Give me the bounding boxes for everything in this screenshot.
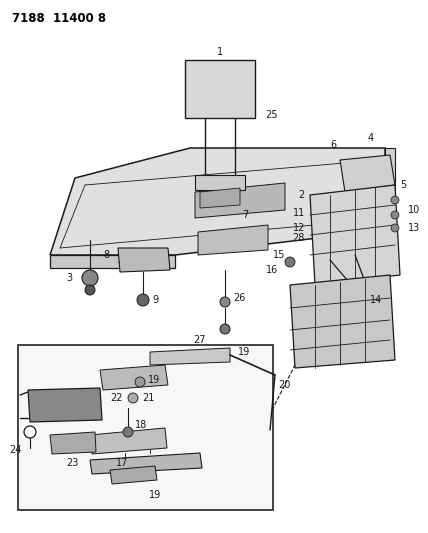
Text: 28: 28 [292, 233, 304, 243]
Circle shape [391, 211, 399, 219]
Text: 26: 26 [233, 293, 245, 303]
Text: 21: 21 [142, 393, 155, 403]
Text: 14: 14 [370, 295, 382, 305]
Text: 22: 22 [110, 393, 122, 403]
Circle shape [391, 196, 399, 204]
Polygon shape [310, 185, 400, 285]
Circle shape [85, 285, 95, 295]
Polygon shape [340, 155, 395, 192]
Text: 23: 23 [66, 458, 78, 468]
Text: 7: 7 [242, 210, 248, 220]
Text: 18: 18 [135, 420, 147, 430]
Text: 2: 2 [299, 190, 305, 200]
Text: 8: 8 [104, 250, 110, 260]
Circle shape [220, 297, 230, 307]
Polygon shape [100, 365, 168, 390]
Circle shape [128, 393, 138, 403]
Polygon shape [90, 428, 167, 454]
Polygon shape [195, 183, 285, 218]
Circle shape [82, 270, 98, 286]
Polygon shape [185, 60, 255, 118]
Text: 3: 3 [66, 273, 72, 283]
Text: 10: 10 [408, 205, 420, 215]
Text: 1: 1 [217, 47, 223, 57]
Text: 4: 4 [368, 133, 374, 143]
Text: 27: 27 [194, 335, 206, 345]
Text: 19: 19 [149, 490, 161, 500]
Text: 9: 9 [152, 295, 158, 305]
Text: 13: 13 [408, 223, 420, 233]
Polygon shape [290, 275, 395, 368]
Polygon shape [200, 188, 240, 208]
Text: 7188  11400 8: 7188 11400 8 [12, 12, 106, 25]
Text: 24: 24 [9, 445, 22, 455]
Text: 17: 17 [116, 458, 128, 468]
Text: 15: 15 [273, 250, 285, 260]
Polygon shape [110, 466, 157, 484]
Text: 16: 16 [266, 265, 278, 275]
Polygon shape [150, 348, 230, 365]
Text: 5: 5 [400, 180, 406, 190]
Polygon shape [28, 388, 102, 422]
Polygon shape [50, 148, 385, 255]
Polygon shape [385, 148, 395, 232]
Circle shape [391, 224, 399, 232]
Text: 25: 25 [265, 110, 277, 120]
Polygon shape [50, 432, 96, 454]
Circle shape [135, 377, 145, 387]
Text: 6: 6 [330, 140, 336, 150]
Polygon shape [198, 225, 268, 255]
Polygon shape [118, 248, 170, 272]
Text: 20: 20 [278, 380, 290, 390]
Text: 19: 19 [238, 347, 250, 357]
Text: 19: 19 [148, 375, 160, 385]
Circle shape [285, 257, 295, 267]
Circle shape [137, 294, 149, 306]
Text: 12: 12 [293, 223, 305, 233]
Polygon shape [195, 175, 245, 190]
Circle shape [220, 324, 230, 334]
Polygon shape [50, 255, 175, 268]
Circle shape [123, 427, 133, 437]
Text: 11: 11 [293, 208, 305, 218]
Bar [18, 345, 273, 510]
Polygon shape [90, 453, 202, 474]
